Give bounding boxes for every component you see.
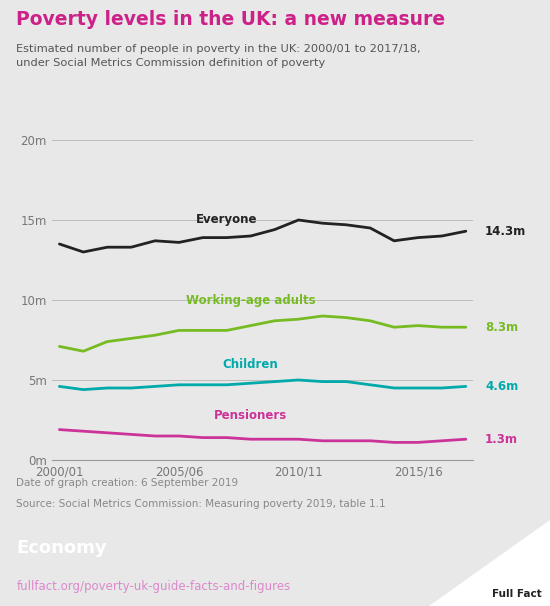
Text: fullfact.org/poverty-uk-guide-facts-and-figures: fullfact.org/poverty-uk-guide-facts-and-… <box>16 580 291 593</box>
Text: 4.6m: 4.6m <box>485 380 518 393</box>
Text: 8.3m: 8.3m <box>485 321 518 334</box>
Text: 14.3m: 14.3m <box>485 225 526 238</box>
Polygon shape <box>429 520 550 606</box>
Text: Working-age adults: Working-age adults <box>186 294 316 307</box>
Text: Date of graph creation: 6 September 2019: Date of graph creation: 6 September 2019 <box>16 478 239 488</box>
Text: Everyone: Everyone <box>196 213 257 227</box>
Text: Source: Social Metrics Commission: Measuring poverty 2019, table 1.1: Source: Social Metrics Commission: Measu… <box>16 499 386 509</box>
Text: Poverty levels in the UK: a new measure: Poverty levels in the UK: a new measure <box>16 10 446 29</box>
Text: Estimated number of people in poverty in the UK: 2000/01 to 2017/18,
under Socia: Estimated number of people in poverty in… <box>16 44 421 68</box>
Text: Children: Children <box>223 358 278 371</box>
Text: Pensioners: Pensioners <box>214 408 287 422</box>
Text: Economy: Economy <box>16 539 107 557</box>
Text: 1.3m: 1.3m <box>485 433 518 445</box>
Text: Full Fact: Full Fact <box>492 589 542 599</box>
